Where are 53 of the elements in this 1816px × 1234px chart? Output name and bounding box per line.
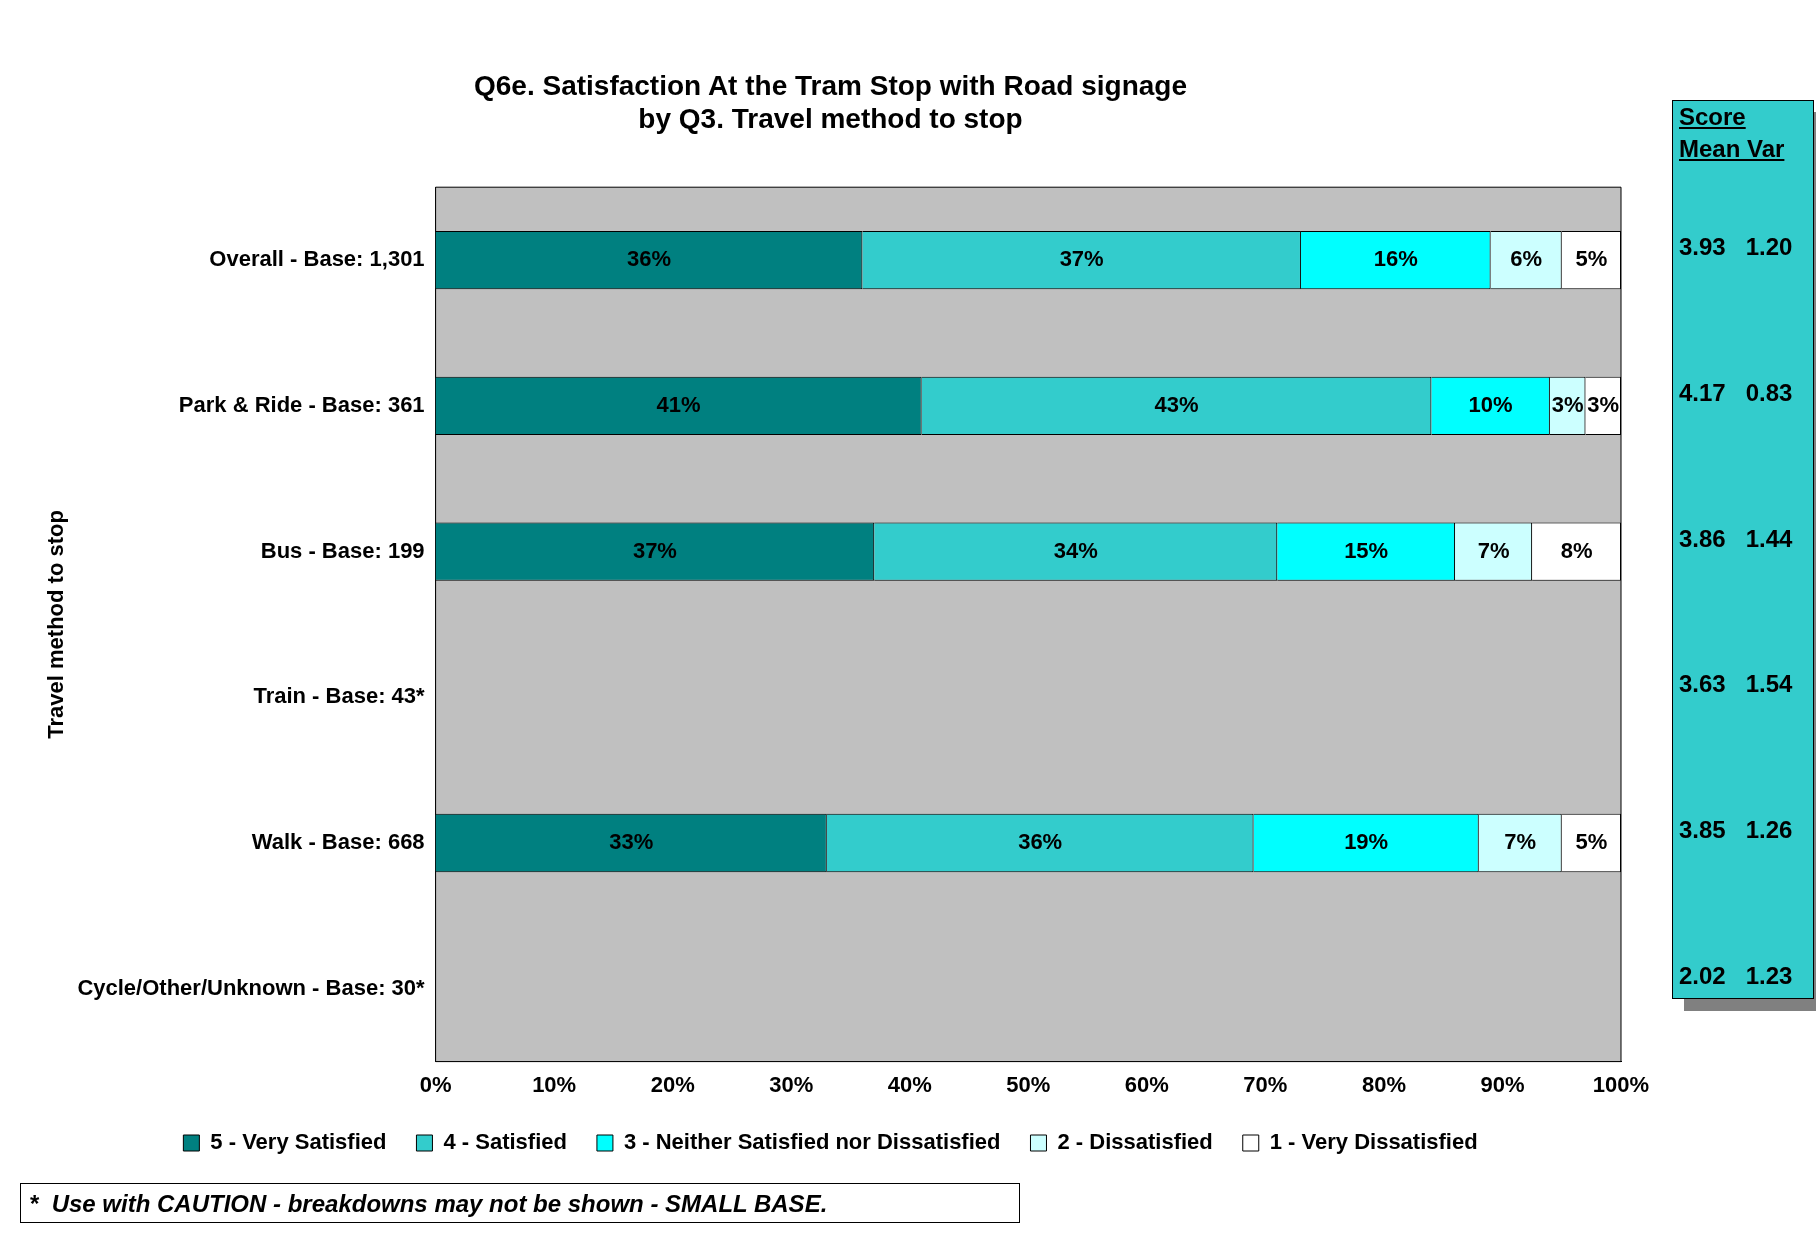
x-tick-label: 80% xyxy=(1361,1071,1406,1097)
data-label: 34% xyxy=(1053,537,1098,563)
text: Score xyxy=(1679,103,1746,131)
data-label: 15% xyxy=(1344,537,1389,563)
x-tick-label: 50% xyxy=(1006,1071,1051,1097)
legend-label: 2 - Dissatisfied xyxy=(1057,1129,1213,1155)
legend-label: 1 - Very Dissatisfied xyxy=(1269,1129,1478,1155)
y-tick-label: Cycle/Other/Unknown - Base: 30* xyxy=(77,974,426,1000)
y-tick-label: Train - Base: 43* xyxy=(253,683,426,709)
data-label: 41% xyxy=(656,391,701,417)
text: 3.86 1.44 xyxy=(1679,524,1793,553)
data-label: 36% xyxy=(1018,829,1063,855)
text: * Use with CAUTION - breakdowns may not be shown - SMALL BASE. xyxy=(20,1183,1020,1223)
x-tick-label: 70% xyxy=(1243,1071,1288,1097)
x-tick-label: 100% xyxy=(1592,1071,1650,1097)
data-label: 33% xyxy=(609,829,654,855)
y-tick-label: Park & Ride - Base: 361 xyxy=(178,391,425,417)
y-tick-label: Bus - Base: 199 xyxy=(260,537,425,563)
text: 3.93 1.20 xyxy=(1679,233,1793,262)
y-axis-title: Travel method to stop xyxy=(43,510,69,739)
x-tick-label: 30% xyxy=(769,1071,814,1097)
data-label: 19% xyxy=(1344,829,1389,855)
data-label: 36% xyxy=(626,246,671,272)
x-tick-label: 40% xyxy=(887,1071,932,1097)
x-tick-label: 20% xyxy=(650,1071,695,1097)
text: Mean Var xyxy=(1679,135,1785,163)
data-label: 37% xyxy=(632,537,677,563)
y-tick-label: Walk - Base: 668 xyxy=(251,829,425,855)
data-label: 43% xyxy=(1154,391,1199,417)
data-label: 7% xyxy=(1504,829,1537,855)
data-label: 7% xyxy=(1477,537,1510,563)
x-tick-label: 60% xyxy=(1124,1071,1169,1097)
text: 2.02 1.23 xyxy=(1679,961,1793,990)
legend-label: 3 - Neither Satisfied nor Dissatisfied xyxy=(623,1129,1001,1155)
data-label: 8% xyxy=(1560,537,1593,563)
legend-label: 5 - Very Satisfied xyxy=(210,1129,387,1155)
x-tick-label: 10% xyxy=(532,1071,577,1097)
x-tick-label: 0% xyxy=(419,1071,452,1097)
x-tick-label: 90% xyxy=(1480,1071,1525,1097)
text: 3.63 1.54 xyxy=(1679,670,1793,699)
data-label: 37% xyxy=(1059,246,1104,272)
data-label: 3% xyxy=(1551,391,1584,417)
legend-label: 4 - Satisfied xyxy=(443,1129,567,1155)
data-label: 16% xyxy=(1373,246,1418,272)
data-label: 5% xyxy=(1575,829,1608,855)
data-label: 5% xyxy=(1575,246,1608,272)
data-label: 6% xyxy=(1510,246,1543,272)
text: 4.17 0.83 xyxy=(1679,378,1793,407)
y-tick-label: Overall - Base: 1,301 xyxy=(209,246,425,272)
chart-title: Q6e. Satisfaction At the Tram Stop with Road signage by Q3. Travel method to stop xyxy=(473,69,1188,135)
data-label: 3% xyxy=(1587,391,1620,417)
data-label: 10% xyxy=(1468,391,1513,417)
text: 3.85 1.26 xyxy=(1679,816,1793,844)
